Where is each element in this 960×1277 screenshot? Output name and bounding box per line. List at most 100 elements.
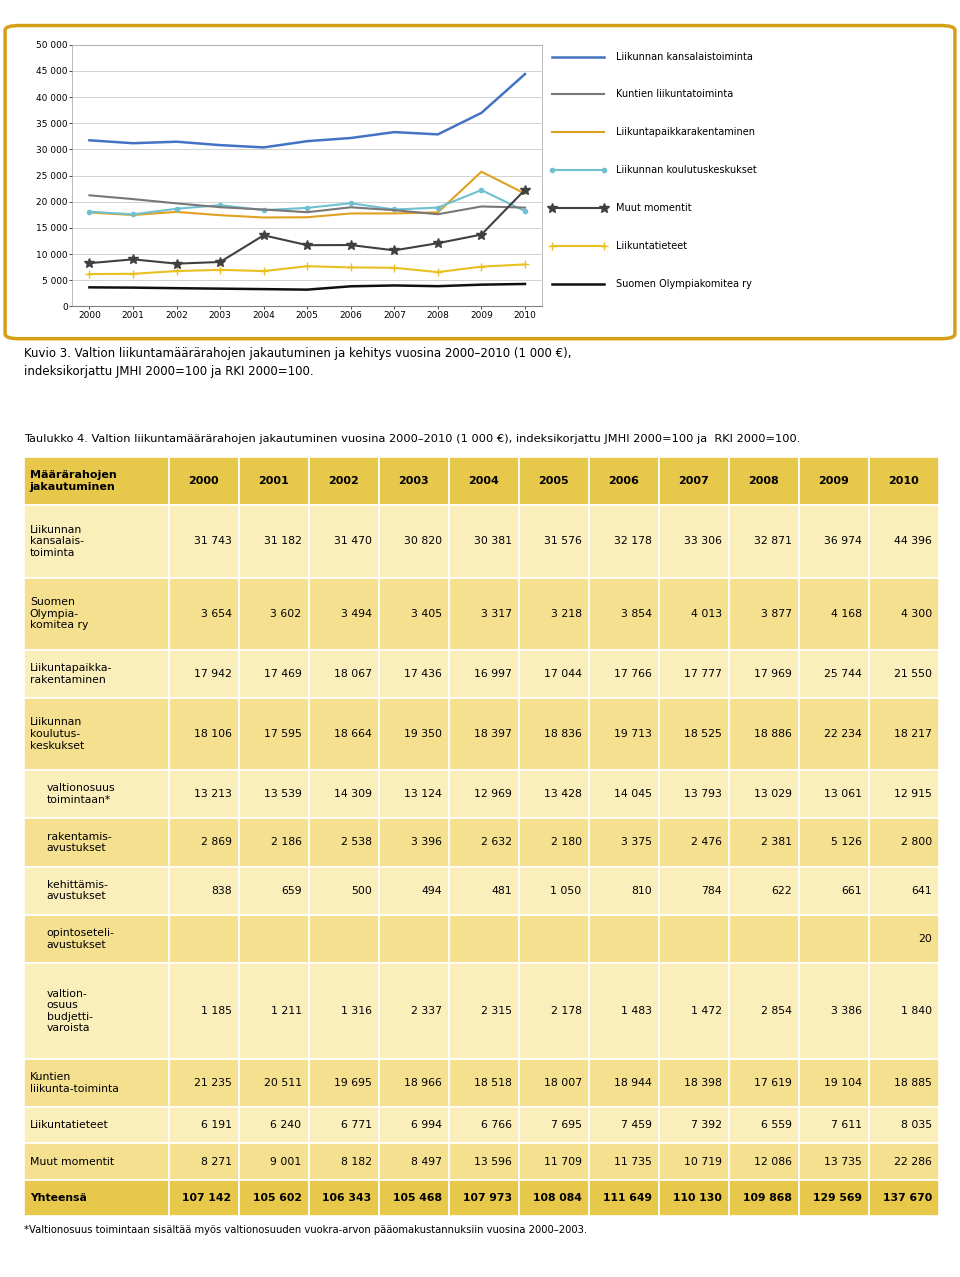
Bar <box>448 1180 518 1216</box>
Text: 3 494: 3 494 <box>341 609 372 618</box>
Bar <box>518 819 588 867</box>
Bar <box>799 1059 869 1107</box>
Text: 4 013: 4 013 <box>690 609 722 618</box>
Bar <box>518 650 588 699</box>
Bar <box>659 1143 729 1180</box>
Text: 17 595: 17 595 <box>264 729 301 739</box>
Text: 6 766: 6 766 <box>481 1120 512 1130</box>
Text: Liikunnan
koulutus-
keskukset: Liikunnan koulutus- keskukset <box>30 718 84 751</box>
Text: 13 539: 13 539 <box>264 789 301 799</box>
Text: 22 234: 22 234 <box>824 729 862 739</box>
Text: 7 695: 7 695 <box>551 1120 582 1130</box>
Bar <box>24 819 169 867</box>
Bar <box>378 914 448 963</box>
Bar <box>169 963 239 1059</box>
Text: Kuntien
liikunta-toiminta: Kuntien liikunta-toiminta <box>30 1073 119 1094</box>
Text: 3 317: 3 317 <box>481 609 512 618</box>
Bar <box>448 1059 518 1107</box>
Text: 107 973: 107 973 <box>463 1193 512 1203</box>
Text: 105 468: 105 468 <box>393 1193 442 1203</box>
Text: 17 469: 17 469 <box>264 669 301 679</box>
Text: 494: 494 <box>421 886 442 895</box>
Bar <box>869 1180 939 1216</box>
Bar <box>24 770 169 819</box>
Bar <box>169 1143 239 1180</box>
Bar <box>799 819 869 867</box>
Bar <box>659 1107 729 1143</box>
Bar <box>239 770 308 819</box>
Bar <box>588 770 659 819</box>
Text: Liikuntapaikka-
rakentaminen: Liikuntapaikka- rakentaminen <box>30 663 112 684</box>
Bar <box>239 819 308 867</box>
Text: 17 777: 17 777 <box>684 669 722 679</box>
Text: 3 396: 3 396 <box>411 838 442 848</box>
Bar <box>869 577 939 650</box>
Text: 19 350: 19 350 <box>403 729 442 739</box>
Bar <box>169 914 239 963</box>
Bar <box>588 867 659 914</box>
Text: 11 735: 11 735 <box>613 1157 652 1166</box>
Bar <box>729 506 799 577</box>
Bar <box>729 457 799 506</box>
Bar <box>239 506 308 577</box>
Text: 30 820: 30 820 <box>403 536 442 547</box>
Bar <box>659 699 729 770</box>
Text: 31 182: 31 182 <box>264 536 301 547</box>
Text: 109 868: 109 868 <box>743 1193 792 1203</box>
Bar <box>448 819 518 867</box>
Text: 18 886: 18 886 <box>754 729 792 739</box>
Bar <box>308 699 378 770</box>
Bar <box>799 914 869 963</box>
Text: 19 713: 19 713 <box>613 729 652 739</box>
Bar <box>169 819 239 867</box>
Text: 3 602: 3 602 <box>271 609 301 618</box>
Text: 19 695: 19 695 <box>334 1078 372 1088</box>
Bar <box>378 577 448 650</box>
Bar <box>729 770 799 819</box>
Bar <box>659 819 729 867</box>
Bar <box>869 963 939 1059</box>
Text: 17 436: 17 436 <box>404 669 442 679</box>
Text: 31 576: 31 576 <box>544 536 582 547</box>
Text: Suomen
Olympia-
komitea ry: Suomen Olympia- komitea ry <box>30 598 88 631</box>
Bar <box>24 914 169 963</box>
Text: 19 104: 19 104 <box>824 1078 862 1088</box>
Bar <box>799 770 869 819</box>
Text: 1 472: 1 472 <box>691 1006 722 1016</box>
Bar <box>869 770 939 819</box>
Bar <box>869 699 939 770</box>
Text: Liikuntatieteet: Liikuntatieteet <box>30 1120 108 1130</box>
Bar <box>308 457 378 506</box>
Bar <box>308 506 378 577</box>
Text: 13 061: 13 061 <box>824 789 862 799</box>
Bar <box>799 650 869 699</box>
Text: 110 130: 110 130 <box>673 1193 722 1203</box>
Text: 784: 784 <box>701 886 722 895</box>
Bar <box>308 650 378 699</box>
Bar <box>308 1143 378 1180</box>
Text: 13 428: 13 428 <box>544 789 582 799</box>
Text: 8 035: 8 035 <box>900 1120 932 1130</box>
Text: 2004: 2004 <box>468 476 499 487</box>
Bar <box>169 699 239 770</box>
Bar <box>448 577 518 650</box>
Text: 13 213: 13 213 <box>194 789 231 799</box>
Bar <box>659 506 729 577</box>
Bar <box>24 963 169 1059</box>
Text: 1 185: 1 185 <box>201 1006 231 1016</box>
Text: 500: 500 <box>350 886 372 895</box>
Bar <box>729 1059 799 1107</box>
Text: 13 124: 13 124 <box>404 789 442 799</box>
Bar <box>799 577 869 650</box>
Bar <box>308 577 378 650</box>
Bar <box>448 506 518 577</box>
Bar <box>239 699 308 770</box>
Text: 3 654: 3 654 <box>201 609 231 618</box>
Text: 18 944: 18 944 <box>613 1078 652 1088</box>
Text: rakentamis-
avustukset: rakentamis- avustukset <box>47 831 111 853</box>
Bar <box>308 819 378 867</box>
Text: 7 392: 7 392 <box>691 1120 722 1130</box>
Bar <box>588 650 659 699</box>
Bar <box>24 867 169 914</box>
Bar <box>799 1143 869 1180</box>
